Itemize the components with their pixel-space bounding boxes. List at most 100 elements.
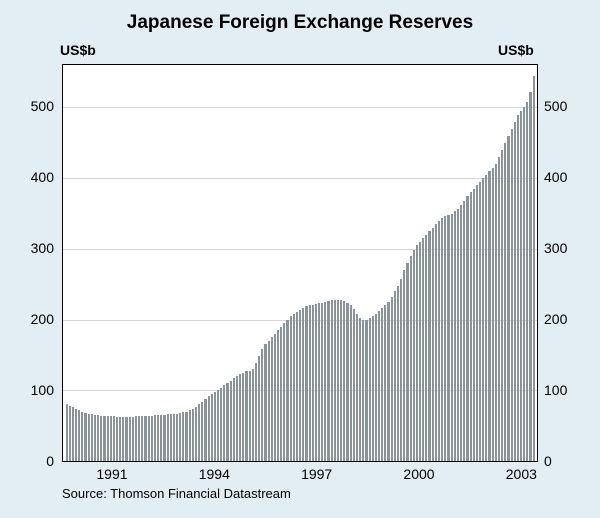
- bar: [214, 392, 216, 461]
- bar: [334, 300, 336, 461]
- bar: [264, 344, 266, 461]
- bar: [501, 150, 503, 461]
- bars-group: [63, 65, 537, 461]
- bar: [110, 416, 112, 461]
- bar: [236, 376, 238, 461]
- bar: [135, 416, 137, 461]
- y-axis-label-right: US$b: [498, 42, 534, 58]
- bar: [245, 371, 247, 461]
- bar: [476, 185, 478, 461]
- bar: [327, 301, 329, 461]
- bar: [299, 310, 301, 461]
- bar: [195, 407, 197, 461]
- bar: [384, 305, 386, 461]
- bar: [413, 250, 415, 461]
- bar: [359, 318, 361, 461]
- bar: [283, 323, 285, 461]
- bar: [410, 256, 412, 461]
- bar: [403, 270, 405, 461]
- bar: [113, 416, 115, 461]
- bar: [249, 371, 251, 462]
- bar: [406, 263, 408, 461]
- bar: [488, 171, 490, 461]
- ytick-left: 500: [0, 98, 54, 114]
- bar: [375, 314, 377, 461]
- bar: [75, 409, 77, 461]
- bar: [242, 373, 244, 461]
- ytick-left: 200: [0, 311, 54, 327]
- ytick-right: 100: [544, 382, 567, 398]
- bar: [125, 417, 127, 461]
- bar: [397, 286, 399, 461]
- bar: [485, 175, 487, 461]
- bar: [438, 221, 440, 461]
- bar: [88, 414, 90, 461]
- bar: [378, 311, 380, 461]
- bar: [305, 306, 307, 461]
- xtick: 2000: [403, 466, 434, 482]
- bar: [318, 303, 320, 461]
- bar: [457, 209, 459, 461]
- bar: [211, 394, 213, 461]
- bar: [514, 122, 516, 461]
- bar: [441, 218, 443, 461]
- ytick-right: 200: [544, 311, 567, 327]
- bar: [119, 417, 121, 461]
- bar: [529, 92, 531, 461]
- bar: [107, 416, 109, 461]
- bar: [148, 416, 150, 461]
- bar: [157, 415, 159, 461]
- bar: [173, 414, 175, 461]
- bar: [198, 404, 200, 461]
- bar: [201, 402, 203, 461]
- bar: [274, 334, 276, 461]
- bar: [340, 300, 342, 461]
- bar: [170, 414, 172, 461]
- y-axis-label-left: US$b: [60, 42, 96, 58]
- bar: [100, 416, 102, 461]
- bar: [239, 374, 241, 461]
- xtick: 1991: [96, 466, 127, 482]
- bar: [400, 279, 402, 461]
- bar: [466, 196, 468, 461]
- bar: [394, 291, 396, 461]
- ytick-left: 400: [0, 169, 54, 185]
- plot-area: [62, 64, 538, 462]
- bar: [422, 238, 424, 461]
- bar: [91, 414, 93, 461]
- bar: [277, 330, 279, 461]
- bar: [223, 385, 225, 461]
- bar: [160, 415, 162, 461]
- bar: [268, 341, 270, 461]
- bar: [460, 205, 462, 461]
- bar: [290, 316, 292, 461]
- ytick-left: 300: [0, 240, 54, 256]
- bar: [78, 410, 80, 461]
- bar: [66, 404, 68, 461]
- bar: [230, 381, 232, 461]
- bar: [252, 369, 254, 461]
- bar: [138, 416, 140, 461]
- bar: [255, 363, 257, 461]
- bar: [451, 214, 453, 462]
- bar: [293, 314, 295, 461]
- bar: [369, 318, 371, 461]
- bar: [280, 327, 282, 461]
- xtick: 1997: [301, 466, 332, 482]
- bar: [122, 417, 124, 461]
- bar: [454, 211, 456, 461]
- xtick: 1994: [199, 466, 230, 482]
- bar: [84, 413, 86, 461]
- bar: [533, 76, 535, 461]
- bar: [258, 356, 260, 461]
- bar: [296, 312, 298, 461]
- bar: [492, 168, 494, 461]
- bar: [523, 107, 525, 461]
- bar: [116, 417, 118, 461]
- bar: [167, 414, 169, 461]
- bar: [435, 224, 437, 461]
- bar: [302, 308, 304, 461]
- bar: [97, 415, 99, 461]
- bar: [132, 417, 134, 461]
- bar: [387, 302, 389, 461]
